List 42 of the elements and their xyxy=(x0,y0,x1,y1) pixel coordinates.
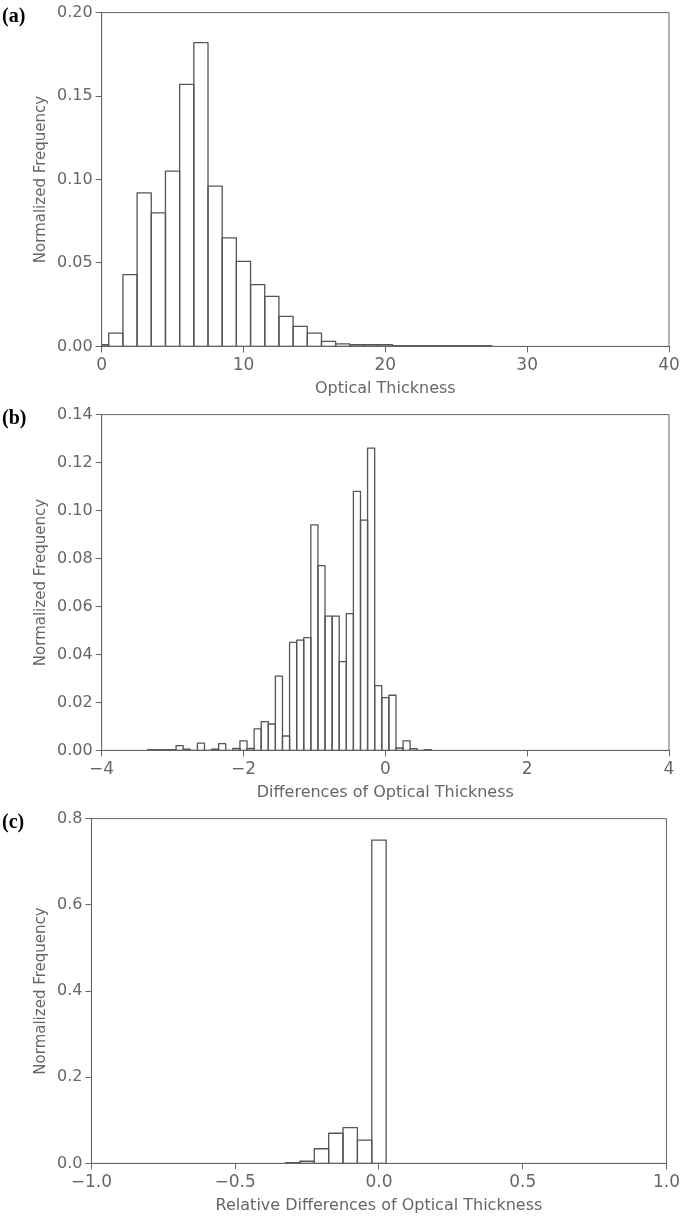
y-tick-label: 0.00 xyxy=(57,335,93,355)
x-tick-label: 10 xyxy=(232,354,255,375)
y-tick-label: 0.10 xyxy=(57,168,93,188)
x-tick-label: 0.5 xyxy=(509,1171,537,1192)
x-axis-title: Optical Thickness xyxy=(314,377,456,397)
y-tick-label: 0.20 xyxy=(57,1,93,21)
x-tick-label: 4 xyxy=(663,758,675,779)
x-tick-label: −4 xyxy=(89,758,115,779)
x-tick-label: 1.0 xyxy=(652,1171,681,1192)
y-tick-label: 0.6 xyxy=(56,893,83,913)
y-tick-label: 0.10 xyxy=(57,499,93,519)
y-tick-label: 0.00 xyxy=(57,739,93,759)
y-tick-label: 0.04 xyxy=(57,643,93,663)
y-tick-label: 0.8 xyxy=(56,807,83,827)
x-axis-title: Relative Differences of Optical Thickness xyxy=(215,1194,543,1214)
y-tick-label: 0.14 xyxy=(57,403,93,423)
x-tick-label: −2 xyxy=(230,758,256,779)
y-tick-label: 0.15 xyxy=(57,85,93,105)
y-axis-title: Normalized Frequency xyxy=(30,907,49,1075)
y-tick-label: 0.05 xyxy=(57,252,93,272)
x-tick-label: 0 xyxy=(379,758,391,779)
y-tick-label: 0.2 xyxy=(56,1066,83,1086)
x-tick-label: 0 xyxy=(96,354,108,375)
x-axis-title: Differences of Optical Thickness xyxy=(256,781,514,801)
x-tick-label: 20 xyxy=(374,354,397,375)
x-tick-label: 0.0 xyxy=(365,1171,393,1192)
y-tick-label: 0.4 xyxy=(56,980,83,1000)
x-tick-label: 2 xyxy=(521,758,533,779)
chart-title: (c) xyxy=(2,809,25,833)
x-tick-label: 40 xyxy=(658,354,680,375)
y-tick-label: 0.08 xyxy=(57,547,93,567)
x-tick-label: 30 xyxy=(516,354,538,375)
y-tick-label: 0.12 xyxy=(57,451,93,471)
chart-title: (b) xyxy=(2,405,27,429)
chart-title: (a) xyxy=(2,3,26,27)
x-tick-label: −1.0 xyxy=(70,1171,113,1192)
y-tick-label: 0.06 xyxy=(57,595,93,615)
y-tick-label: 0.0 xyxy=(56,1152,83,1172)
y-axis-title: Normalized Frequency xyxy=(30,95,49,264)
y-axis-title: Normalized Frequency xyxy=(30,498,49,667)
x-tick-label: −0.5 xyxy=(214,1171,256,1192)
y-tick-label: 0.02 xyxy=(57,691,93,711)
